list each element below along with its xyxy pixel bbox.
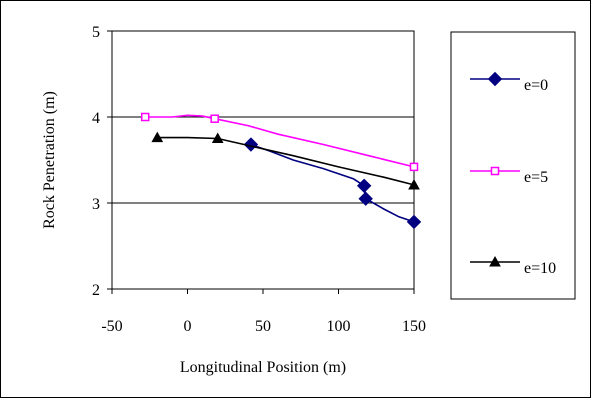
data-point-marker [243, 137, 259, 152]
x-axis-title: Longitudinal Position (m) [180, 359, 346, 376]
x-tick-label: 100 [327, 318, 351, 335]
data-point-marker [409, 162, 419, 172]
series-layer [140, 112, 422, 230]
x-tick-label: 0 [184, 318, 192, 335]
y-axis: 2 3 4 5 [92, 24, 112, 299]
legend-box [450, 31, 576, 300]
data-point-marker [406, 214, 422, 230]
legend-item: e=10 [470, 255, 556, 277]
data-point-marker [358, 191, 373, 206]
series-line [157, 136, 415, 186]
series-e=0 [243, 137, 422, 230]
data-point-marker [408, 178, 420, 190]
y-tick-label: 4 [92, 110, 100, 127]
legend: e=0 e=5 e=10 [470, 71, 556, 277]
x-tick-label: 50 [255, 318, 271, 335]
series-e=10 [151, 131, 420, 190]
y-tick-label: 2 [92, 282, 100, 299]
legend-label: e=10 [524, 260, 556, 277]
x-axis: -50 0 50 100 150 [101, 289, 426, 335]
series-e=5 [140, 112, 419, 172]
legend-marker [487, 71, 503, 87]
series-line [250, 143, 415, 223]
data-point-marker [356, 178, 372, 194]
legend-marker [489, 255, 501, 267]
data-point-marker [140, 112, 150, 122]
data-point-marker [210, 114, 219, 123]
y-axis-title: Rock Penetration (m) [41, 91, 58, 229]
y-tick-label: 3 [92, 196, 100, 213]
legend-marker [490, 166, 500, 176]
data-point-marker [151, 131, 164, 143]
legend-item: e=0 [470, 71, 548, 94]
plot-area [111, 30, 415, 290]
legend-label: e=0 [524, 77, 548, 94]
x-tick-label: -50 [101, 318, 122, 335]
data-point-marker [211, 132, 224, 143]
legend-label: e=5 [524, 169, 548, 186]
legend-item: e=5 [470, 166, 548, 186]
y-tick-label: 5 [92, 24, 100, 41]
x-tick-label: 150 [402, 318, 426, 335]
series-line [145, 114, 415, 168]
